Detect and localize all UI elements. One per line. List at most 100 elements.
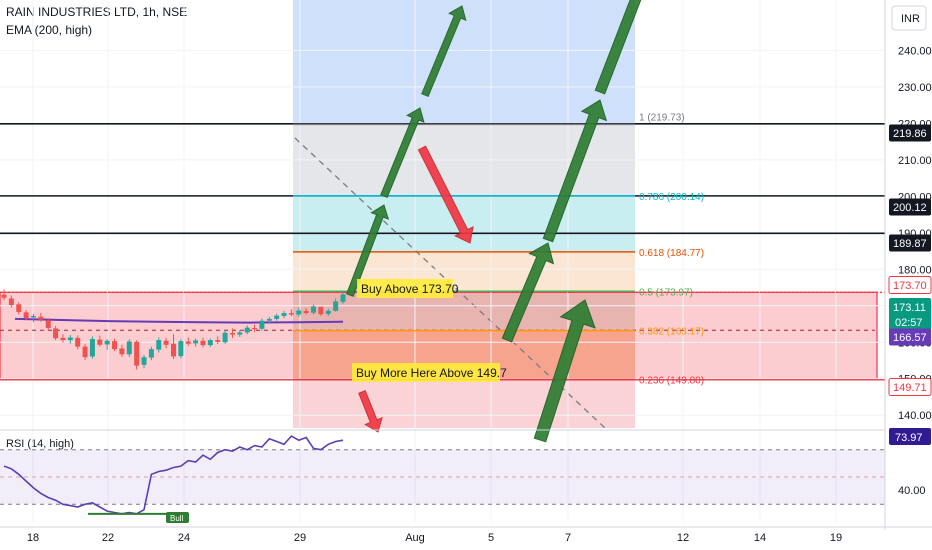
candle-body-9	[67, 337, 73, 341]
green-arrow-2	[380, 107, 425, 198]
projection-arrows	[346, 0, 642, 443]
candle-body-36	[266, 318, 272, 321]
green-arrow-5	[542, 99, 608, 243]
price-badge-text-6: 149.71	[893, 382, 927, 394]
candle-body-25	[185, 341, 191, 344]
candle-body-6	[45, 320, 51, 329]
currency-box[interactable]	[891, 5, 927, 31]
candle-body-19	[141, 357, 147, 365]
rsi-pane: Bull	[0, 429, 885, 523]
candle-body-0	[1, 294, 7, 298]
rsi-indicator-label[interactable]: RSI (14, high)	[6, 438, 74, 450]
candle-body-11	[82, 346, 88, 358]
x-tick-0: 18	[27, 532, 39, 544]
buy-above-bg	[357, 279, 453, 298]
bull-badge-text: Bull	[170, 514, 184, 523]
candle-body-27	[200, 340, 206, 346]
fib-label-1: 0.786 (200.14)	[639, 192, 704, 203]
candle-body-13	[97, 339, 103, 345]
candle-body-28	[207, 340, 213, 346]
x-tick-6: 7	[565, 532, 571, 544]
red-arrow-2	[358, 390, 383, 433]
price-badge-text-5: 166.57	[893, 332, 927, 344]
green-arrow-3	[421, 5, 467, 97]
candle-body-4	[30, 315, 36, 318]
candle-body-44	[325, 310, 331, 314]
y-tick-4: 180.00	[898, 264, 932, 276]
candle-body-2	[16, 304, 22, 312]
price-axis: INR140.00150.00160.00170.00180.00190.002…	[884, 0, 932, 550]
price-badge-3	[888, 276, 932, 294]
candle-body-45	[333, 301, 339, 311]
price-badge-text-0: 219.86	[893, 128, 927, 140]
candle-body-17	[126, 341, 132, 355]
price-badge-text-3: 173.70	[893, 280, 927, 292]
x-tick-5: 5	[488, 532, 494, 544]
x-tick-3: 29	[294, 532, 306, 544]
buy-above-label: Buy Above 173.70	[361, 282, 459, 296]
candle-body-16	[119, 348, 125, 355]
price-badge-text-2: 189.87	[893, 238, 927, 250]
y-tick-7: 210.00	[898, 155, 932, 167]
time-axis: 18 22 24 29 Aug 5 7 12 14 19	[0, 526, 932, 544]
currency-label: INR	[901, 13, 920, 25]
x-tick-9: 19	[830, 532, 842, 544]
candle-body-37	[274, 315, 280, 319]
ema-200-line[interactable]	[14, 317, 344, 324]
green-arrow-4	[501, 242, 555, 343]
fib-label-5: 0.236 (149.80)	[639, 375, 704, 386]
candle-body-18	[134, 341, 140, 366]
candle-body-39	[288, 313, 294, 315]
candle-body-14	[104, 340, 110, 345]
price-badge-6	[888, 378, 932, 396]
candle-body-40	[296, 310, 302, 315]
price-badge-1	[889, 198, 931, 216]
ema-line	[14, 317, 344, 324]
price-badge-5	[889, 328, 931, 346]
price-badge-0	[889, 124, 931, 142]
candle-body-24	[178, 341, 184, 357]
y-tick-10: 240.00	[898, 45, 932, 57]
price-badge-sub-4: 02:57	[895, 317, 923, 329]
rsi-line[interactable]	[3, 435, 344, 515]
y-tick-9: 230.00	[898, 82, 932, 94]
fib-label-0: 1 (219.73)	[639, 112, 685, 123]
price-badge-text-4: 173.11	[893, 302, 926, 314]
candle-body-23	[171, 343, 176, 357]
candle-body-30	[222, 332, 228, 343]
x-tick-7: 12	[677, 532, 689, 544]
fib-label-2: 0.618 (184.77)	[639, 248, 704, 259]
candle-body-34	[252, 328, 258, 330]
candle-body-21	[156, 340, 162, 350]
chart-title: RAIN INDUSTRIES LTD, 1h, NSE	[6, 5, 188, 19]
rsi-value-badge	[889, 428, 931, 445]
price-badge-4	[889, 298, 931, 332]
candle-body-5	[38, 316, 44, 320]
candle-body-15	[112, 341, 118, 350]
green-arrow-1	[346, 204, 390, 297]
rsi-value-text: 73.97	[895, 432, 923, 444]
ema-indicator-label[interactable]: EMA (200, high)	[6, 23, 93, 37]
candle-body-1	[8, 298, 14, 306]
axis-bg	[885, 0, 932, 550]
price-badge-text-1: 200.12	[893, 202, 927, 214]
target-zone	[293, 0, 635, 125]
green-arrow-7	[533, 299, 596, 443]
x-tick-8: 14	[754, 532, 766, 544]
candle-body-22	[163, 340, 169, 345]
buy-more-label: Buy More Here Above 149.7	[356, 366, 507, 380]
candle-body-10	[75, 337, 81, 347]
candle-body-29	[215, 340, 221, 342]
fib-label-3: 0.5 (173.97)	[639, 287, 693, 298]
candle-body-43	[318, 306, 324, 315]
buy-more-bg	[352, 363, 500, 382]
candle-body-32	[237, 332, 243, 335]
rsi-level-label: 40.00	[898, 485, 926, 497]
candle-body-12	[89, 338, 95, 357]
x-tick-4: Aug	[405, 532, 425, 544]
fib-label-4: 0.382 (163.17)	[639, 327, 704, 338]
candle-body-33	[244, 327, 250, 333]
x-tick-1: 22	[102, 532, 114, 544]
candle-body-8	[60, 337, 66, 341]
